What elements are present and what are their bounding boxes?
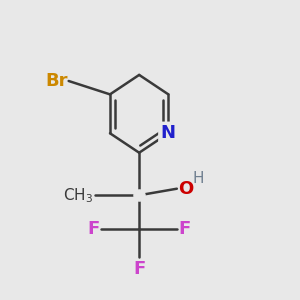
Text: N: N xyxy=(161,124,176,142)
Text: H: H xyxy=(193,171,204,186)
Text: F: F xyxy=(87,220,100,238)
Text: Br: Br xyxy=(45,72,68,90)
Text: F: F xyxy=(133,260,145,278)
Text: F: F xyxy=(179,220,191,238)
Text: O: O xyxy=(178,180,193,198)
Text: CH$_3$: CH$_3$ xyxy=(63,186,93,205)
